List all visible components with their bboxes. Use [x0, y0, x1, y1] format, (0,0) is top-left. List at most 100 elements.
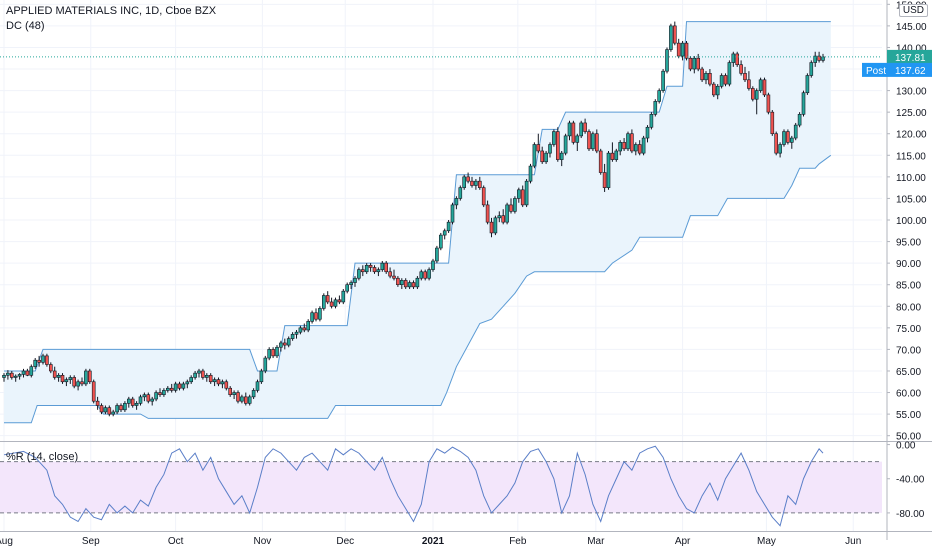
candle-body — [493, 217, 498, 234]
y-tick-label: 60.00 — [896, 389, 921, 400]
candle-body — [321, 295, 326, 309]
candle-body — [45, 355, 49, 365]
currency-badge[interactable]: USD — [898, 4, 928, 17]
candle-body — [591, 133, 595, 150]
candle — [134, 401, 139, 410]
candle-body — [376, 269, 381, 273]
candle-body — [123, 403, 127, 411]
x-tick-label: Aug — [0, 536, 13, 547]
candle — [704, 71, 708, 85]
candle-body — [454, 198, 459, 206]
candle-body — [778, 144, 782, 154]
post-price-value: 137.62 — [895, 66, 926, 77]
candle — [684, 40, 689, 61]
candle — [384, 260, 389, 274]
x-tick-label: Feb — [509, 536, 527, 547]
candle-body — [438, 234, 443, 249]
candle — [540, 146, 545, 164]
candle — [446, 220, 451, 233]
candle — [782, 129, 786, 147]
candle-body — [817, 55, 821, 61]
candle — [150, 396, 154, 406]
candle — [17, 373, 22, 380]
candle — [314, 308, 318, 322]
candle — [700, 66, 704, 82]
candle — [774, 131, 779, 156]
candle-body — [423, 271, 428, 279]
candle — [119, 403, 123, 412]
candle-body — [485, 204, 490, 223]
candle-body — [29, 366, 34, 376]
candle-body — [489, 221, 494, 234]
candle-body — [232, 392, 236, 396]
candle-body — [263, 357, 268, 372]
candle-body — [189, 377, 193, 383]
candle-body — [563, 135, 568, 154]
candle — [333, 297, 338, 309]
candle-body — [212, 379, 217, 383]
candle-body — [559, 152, 564, 160]
candle-body — [216, 379, 221, 385]
candle — [715, 84, 720, 100]
y-tick-label: 130.00 — [896, 87, 927, 98]
candle — [169, 383, 174, 393]
candle — [240, 394, 244, 404]
candle — [661, 69, 665, 93]
candle — [115, 403, 119, 415]
candle — [6, 370, 10, 380]
candle — [341, 289, 346, 305]
candle-body — [115, 405, 119, 413]
candle — [462, 174, 467, 190]
y-tick-label: 125.00 — [896, 108, 927, 119]
candle — [60, 373, 65, 384]
candle-body — [711, 83, 716, 96]
candle — [290, 332, 295, 341]
candle — [95, 396, 100, 410]
candle — [474, 179, 478, 190]
candle — [708, 69, 712, 87]
x-tick-label: May — [757, 536, 776, 547]
candle — [575, 133, 580, 151]
x-tick-label: Oct — [168, 536, 184, 547]
candle-body — [520, 189, 525, 206]
candle — [797, 112, 802, 128]
candle-body — [177, 383, 182, 389]
candle-body — [68, 377, 73, 380]
candle-body — [154, 392, 158, 400]
candle-body — [630, 133, 634, 152]
y-tick-label: 120.00 — [896, 130, 927, 141]
candle-body — [770, 111, 775, 135]
x-tick-label: Sep — [82, 536, 100, 547]
candle — [591, 131, 595, 151]
candle — [368, 263, 373, 272]
candle-body — [372, 267, 377, 273]
candle — [236, 390, 240, 404]
candle — [497, 211, 502, 223]
candle-body — [715, 85, 720, 96]
indicator-label: DC (48) — [6, 20, 45, 32]
candle-body — [25, 370, 30, 376]
candle-body — [255, 381, 260, 391]
candle — [99, 403, 104, 415]
candle — [423, 269, 428, 281]
candle — [450, 202, 455, 225]
y-tick-label: 70.00 — [896, 345, 921, 356]
y-tick-label: 75.00 — [896, 324, 921, 335]
candle-body — [637, 144, 642, 154]
candle-body — [739, 64, 743, 74]
candle — [548, 142, 552, 158]
candle-body — [302, 327, 307, 331]
candle — [357, 267, 361, 281]
candle-body — [341, 290, 346, 303]
candle-body — [633, 144, 638, 152]
candle-body — [267, 349, 272, 359]
candle — [606, 150, 611, 190]
candle-body — [205, 374, 209, 378]
candle-body — [680, 42, 685, 57]
candle — [532, 142, 537, 169]
candle — [349, 280, 353, 290]
candle — [111, 409, 115, 417]
candle — [509, 198, 513, 214]
candle-body — [766, 94, 771, 113]
